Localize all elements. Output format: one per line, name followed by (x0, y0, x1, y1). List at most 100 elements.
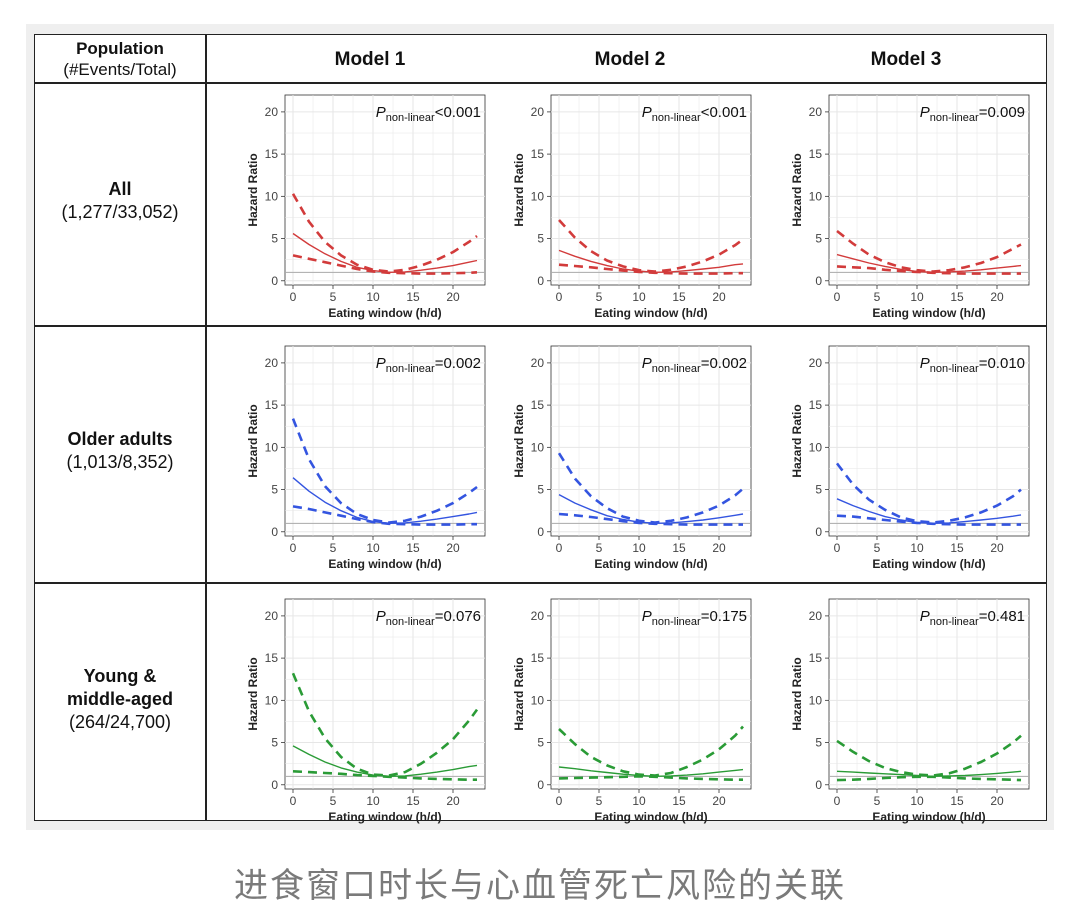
x-tick-label: 15 (406, 794, 420, 808)
x-tick-label: 15 (672, 290, 686, 304)
x-axis-title: Eating window (h/d) (594, 557, 707, 571)
x-tick-label: 10 (632, 290, 646, 304)
series-line-lower (558, 775, 743, 781)
y-tick-label: 20 (809, 356, 823, 370)
y-axis-title: Hazard Ratio (246, 404, 260, 477)
y-tick-label: 5 (537, 736, 544, 750)
plot-area (828, 345, 1030, 537)
x-axis-title: Eating window (h/d) (872, 810, 985, 824)
y-tick-label: 15 (531, 398, 545, 412)
x-tick-label: 0 (556, 794, 563, 808)
row-divider-2 (35, 582, 1046, 584)
y-tick-label: 10 (809, 693, 823, 707)
row-counts: (1,277/33,052) (61, 202, 179, 222)
p-value-annotation: Pnon-linear=0.009 (920, 104, 1025, 124)
y-tick-label: 5 (537, 483, 544, 497)
row-divider-1 (35, 325, 1046, 327)
x-axis-title: Eating window (h/d) (328, 557, 441, 571)
series-line-upper (836, 734, 1022, 777)
y-tick-label: 0 (815, 525, 822, 539)
y-tick-label: 5 (815, 736, 822, 750)
y-tick-label: 5 (271, 736, 278, 750)
y-tick-label: 15 (531, 147, 545, 161)
x-tick-label: 20 (446, 794, 460, 808)
p-value-annotation: Pnon-linear=0.481 (920, 608, 1025, 628)
x-tick-label: 0 (290, 541, 297, 555)
x-tick-label: 15 (672, 541, 686, 555)
series-line-lower (836, 265, 1021, 275)
x-tick-label: 5 (596, 541, 603, 555)
p-value-annotation: Pnon-linear=0.175 (642, 608, 747, 628)
x-tick-label: 10 (910, 794, 924, 808)
x-tick-label: 5 (874, 794, 881, 808)
y-tick-label: 5 (815, 483, 822, 497)
x-tick-label: 20 (990, 794, 1004, 808)
plot-area (550, 94, 752, 286)
chart-panel: 0 5 10 15 20 0 5 10 15 20 Eating window (h/d) Hazar… (235, 591, 497, 825)
y-tick-label: 0 (537, 525, 544, 539)
population-header: Population (#Events/Total) (35, 38, 205, 80)
y-axis-title: Hazard Ratio (246, 153, 260, 226)
y-tick-label: 10 (531, 440, 545, 454)
series-line-lower (836, 775, 1022, 782)
row-name: All (108, 179, 132, 199)
y-tick-label: 5 (271, 483, 278, 497)
x-tick-label: 5 (596, 290, 603, 304)
y-tick-label: 20 (265, 356, 279, 370)
y-tick-label: 10 (265, 189, 279, 203)
header-divider (35, 82, 1046, 84)
chart-panel: 0 5 10 15 20 0 5 10 15 20 Eating window (h/d) Hazar… (501, 87, 763, 321)
chart-panel: 0 5 10 15 20 0 5 10 15 20 Eating window (h/d) Hazar… (235, 87, 497, 321)
column-divider (205, 35, 207, 820)
x-tick-label: 15 (950, 541, 964, 555)
series-line-lower (292, 770, 477, 781)
y-tick-label: 10 (809, 440, 823, 454)
y-axis-title: Hazard Ratio (512, 153, 526, 226)
hazard-ratio-chart: 0 5 10 15 20 0 5 10 15 20 Eating window (h/d) Hazar… (512, 94, 752, 320)
row-counts: (1,013/8,352) (66, 452, 174, 472)
y-axis-title: Hazard Ratio (246, 657, 260, 730)
y-tick-label: 10 (531, 189, 545, 203)
x-tick-label: 5 (330, 541, 337, 555)
hazard-ratio-chart: 0 5 10 15 20 0 5 10 15 20 Eating window (h/d) Hazar… (512, 345, 752, 571)
figure-panel: Population (#Events/Total) Model 1 Model… (26, 24, 1054, 830)
y-axis-title: Hazard Ratio (790, 404, 804, 477)
x-tick-label: 5 (330, 794, 337, 808)
x-tick-label: 15 (950, 794, 964, 808)
x-tick-label: 20 (712, 541, 726, 555)
y-axis-title: Hazard Ratio (512, 404, 526, 477)
row-label-older-adults: Older adults (1,013/8,352) (35, 428, 205, 474)
plot-area (550, 345, 752, 537)
x-tick-label: 0 (556, 541, 563, 555)
p-value-annotation: Pnon-linear<0.001 (376, 104, 481, 124)
y-tick-label: 0 (537, 274, 544, 288)
model-2-header: Model 2 (594, 49, 666, 70)
x-axis-title: Eating window (h/d) (594, 810, 707, 824)
x-axis-title: Eating window (h/d) (328, 810, 441, 824)
y-tick-label: 15 (809, 398, 823, 412)
y-tick-label: 0 (537, 778, 544, 792)
y-tick-label: 20 (265, 105, 279, 119)
chart-panel: 0 5 10 15 20 0 5 10 15 20 Eating window (h/d) Hazar… (779, 591, 1041, 825)
y-tick-label: 15 (265, 147, 279, 161)
x-tick-label: 15 (672, 794, 686, 808)
x-tick-label: 0 (290, 290, 297, 304)
chart-panel: 0 5 10 15 20 0 5 10 15 20 Eating window (h/d) Hazar… (779, 87, 1041, 321)
y-tick-label: 20 (531, 105, 545, 119)
x-tick-label: 5 (874, 541, 881, 555)
y-tick-label: 0 (271, 778, 278, 792)
x-tick-label: 10 (366, 794, 380, 808)
x-tick-label: 20 (990, 541, 1004, 555)
x-tick-label: 10 (366, 290, 380, 304)
series-line-lower (558, 263, 743, 275)
y-tick-label: 20 (531, 356, 545, 370)
y-tick-label: 20 (809, 609, 823, 623)
p-value-annotation: Pnon-linear<0.001 (642, 104, 747, 124)
x-axis-title: Eating window (h/d) (872, 557, 985, 571)
series-line-lower (836, 514, 1021, 526)
y-tick-label: 15 (265, 651, 279, 665)
y-tick-label: 10 (531, 693, 545, 707)
y-tick-label: 20 (809, 105, 823, 119)
x-tick-label: 10 (632, 541, 646, 555)
hazard-ratio-chart: 0 5 10 15 20 0 5 10 15 20 Eating window (h/d) Hazar… (790, 345, 1030, 571)
